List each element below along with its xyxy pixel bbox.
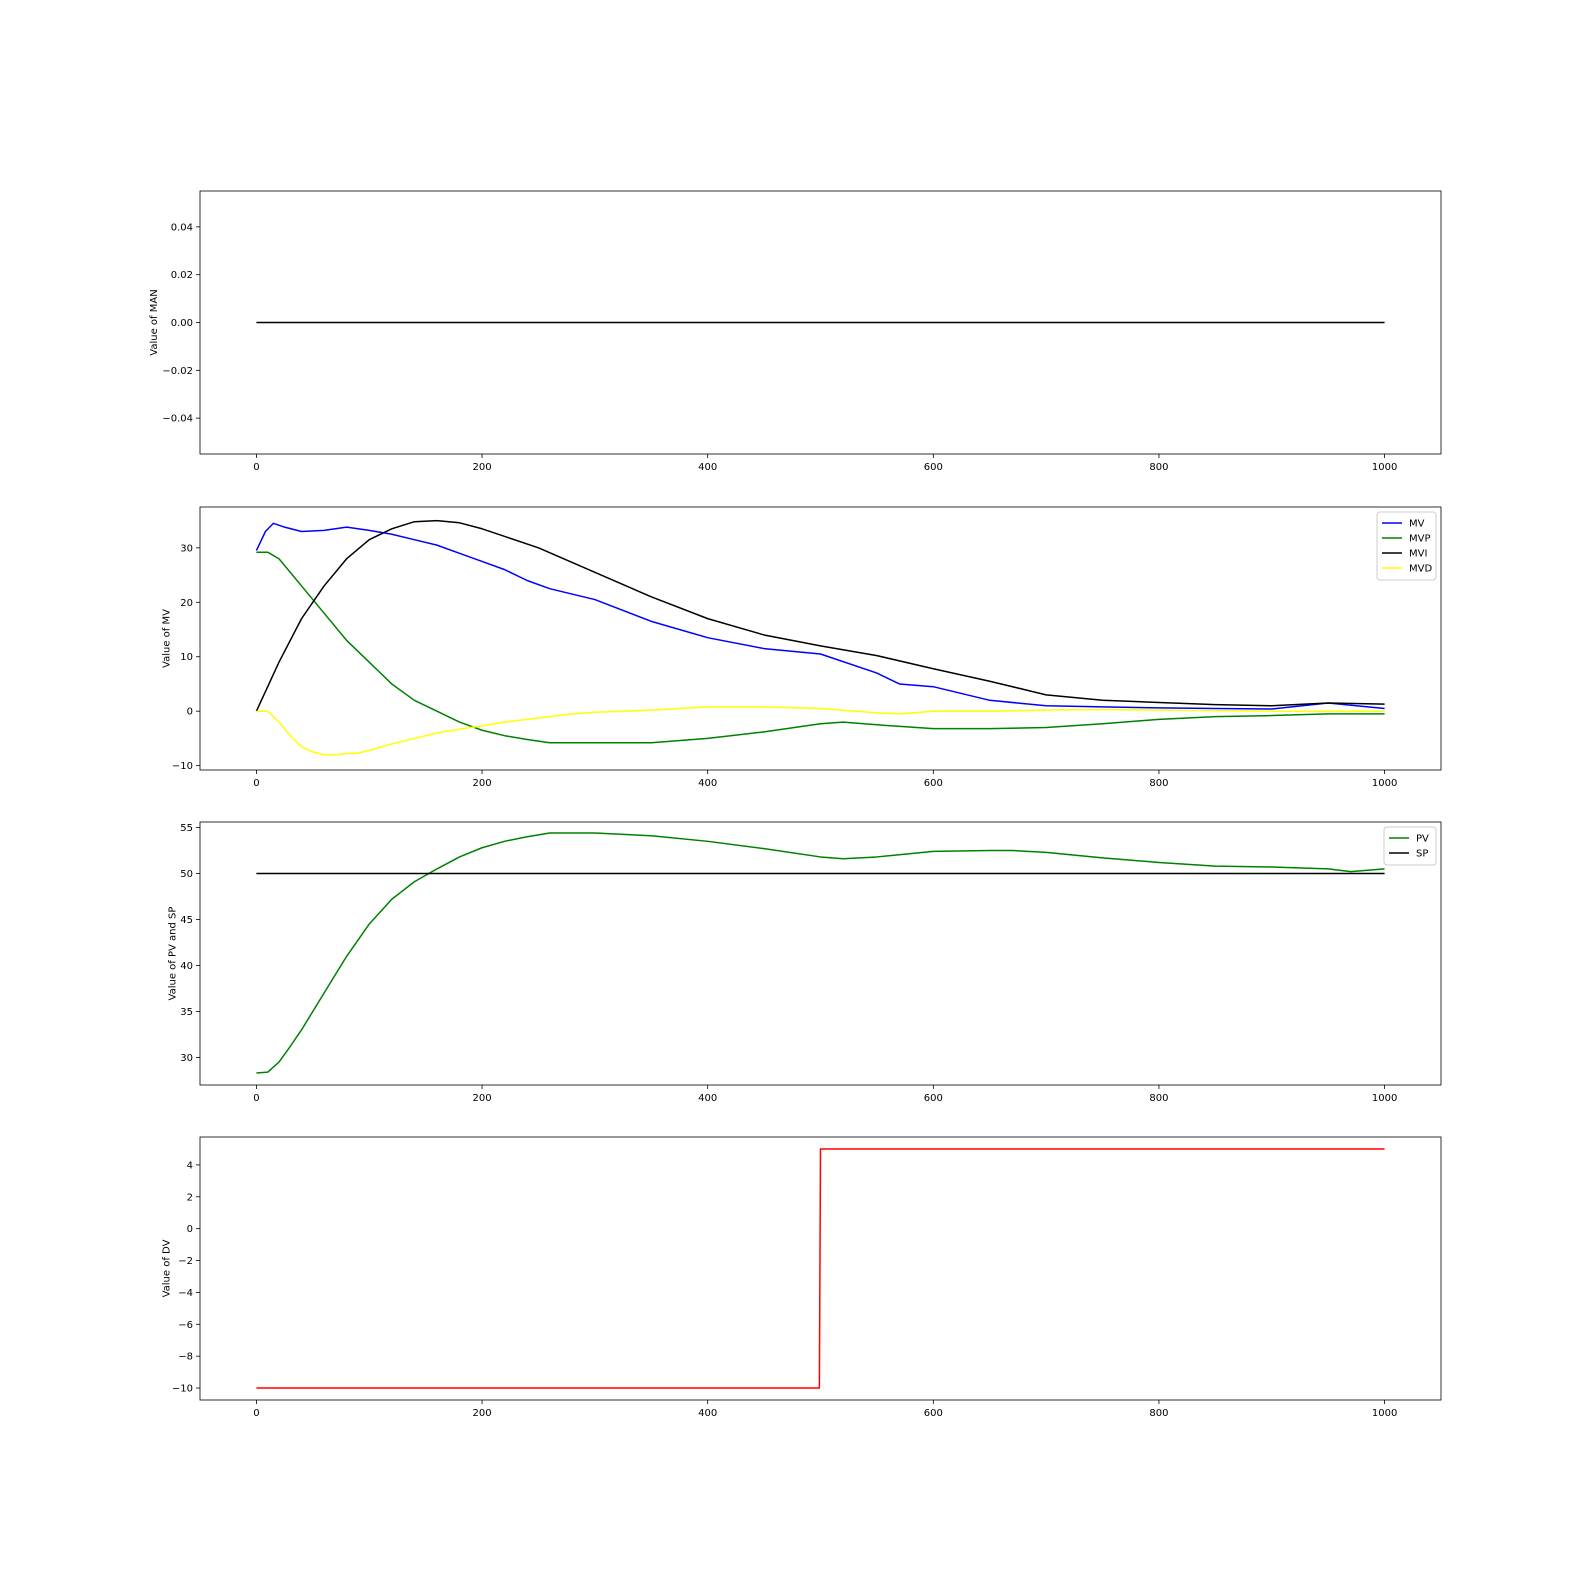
legend-label-mvp: MVP xyxy=(1409,534,1431,545)
y-tick-label: −10 xyxy=(172,761,193,772)
x-tick-label: 400 xyxy=(698,1408,717,1419)
series-line-pv xyxy=(256,833,1384,1073)
x-tick-label: 400 xyxy=(698,778,717,789)
axes-frame xyxy=(200,507,1441,770)
x-tick-label: 200 xyxy=(472,1093,491,1104)
y-tick-label: 4 xyxy=(187,1160,193,1171)
y-tick-label: 0.00 xyxy=(171,318,193,329)
y-tick-label: 35 xyxy=(180,1007,193,1018)
x-tick-label: 1000 xyxy=(1372,778,1397,789)
series-line-mvd xyxy=(256,707,1384,755)
series-line-4-1 xyxy=(256,1149,1384,1388)
y-tick-label: 45 xyxy=(180,915,193,926)
series-line-mv xyxy=(256,523,1384,709)
x-tick-label: 800 xyxy=(1149,1408,1168,1419)
y-tick-label: 20 xyxy=(180,598,193,609)
x-tick-label: 600 xyxy=(924,1408,943,1419)
legend-label-mv: MV xyxy=(1409,519,1425,530)
legend-label-mvd: MVD xyxy=(1409,564,1432,575)
y-tick-label: 0.04 xyxy=(171,222,193,233)
y-tick-label: 0 xyxy=(187,1224,193,1235)
x-tick-label: 600 xyxy=(924,1093,943,1104)
y-tick-label: 2 xyxy=(187,1192,193,1203)
series-line-mvp xyxy=(256,552,1384,743)
x-tick-label: 200 xyxy=(472,462,491,473)
y-tick-label: −0.04 xyxy=(162,414,193,425)
x-tick-label: 1000 xyxy=(1372,1093,1397,1104)
x-tick-label: 1000 xyxy=(1372,1408,1397,1419)
axes-frame xyxy=(200,822,1441,1085)
y-tick-label: 0 xyxy=(187,707,193,718)
subplot-4: 0 200 400 600 800 1000 −10 −8 −6 −4 −2 0 2 4 Value of … xyxy=(161,1137,1441,1419)
y-tick-label: 55 xyxy=(180,823,193,834)
x-tick-label: 200 xyxy=(472,778,491,789)
y-tick-label: −4 xyxy=(178,1288,193,1299)
y-tick-label: 50 xyxy=(180,869,193,880)
x-tick-label: 400 xyxy=(698,462,717,473)
y-axis-label: Value of MAN xyxy=(149,289,160,355)
y-tick-label: 40 xyxy=(180,961,193,972)
y-tick-label: −2 xyxy=(178,1256,193,1267)
x-tick-label: 400 xyxy=(698,1093,717,1104)
legend-label-mvi: MVI xyxy=(1409,549,1427,560)
y-axis-label: Value of PV and SP xyxy=(168,907,179,1001)
y-tick-label: −0.02 xyxy=(162,366,193,377)
x-tick-label: 0 xyxy=(253,778,259,789)
y-axis-label: Value of DV xyxy=(161,1239,172,1297)
subplot-3: 0 200 400 600 800 1000 30 35 40 45 50 55 Value of PV… xyxy=(168,822,1441,1104)
y-tick-label: 10 xyxy=(180,652,193,663)
x-tick-label: 200 xyxy=(472,1408,491,1419)
legend-label-pv: PV xyxy=(1416,834,1429,845)
subplot-2: 0 200 400 600 800 1000 −10 0 10 20 30 Value of MV MV… xyxy=(161,507,1441,789)
y-tick-label: −6 xyxy=(178,1320,193,1331)
y-tick-label: −8 xyxy=(178,1352,193,1363)
legend: PV SP xyxy=(1384,827,1436,865)
subplot-1: 0 200 400 600 800 1000 −0.04 −0.02 0.00 0.02 0.04 V… xyxy=(149,191,1441,473)
x-tick-label: 1000 xyxy=(1372,462,1397,473)
series-line-mvi xyxy=(256,521,1384,712)
y-tick-label: 30 xyxy=(180,1053,193,1064)
y-axis-label: Value of MV xyxy=(161,609,172,668)
y-tick-label: 30 xyxy=(180,543,193,554)
x-tick-label: 600 xyxy=(924,778,943,789)
x-tick-label: 800 xyxy=(1149,462,1168,473)
x-tick-label: 0 xyxy=(253,462,259,473)
legend-label-sp: SP xyxy=(1416,849,1428,860)
x-tick-label: 800 xyxy=(1149,1093,1168,1104)
x-tick-label: 600 xyxy=(924,462,943,473)
x-tick-label: 800 xyxy=(1149,778,1168,789)
y-tick-label: −10 xyxy=(172,1384,193,1395)
x-tick-label: 0 xyxy=(253,1093,259,1104)
x-tick-label: 0 xyxy=(253,1408,259,1419)
legend: MV MVP MVI MVD xyxy=(1377,512,1436,580)
y-tick-label: 0.02 xyxy=(171,270,193,281)
